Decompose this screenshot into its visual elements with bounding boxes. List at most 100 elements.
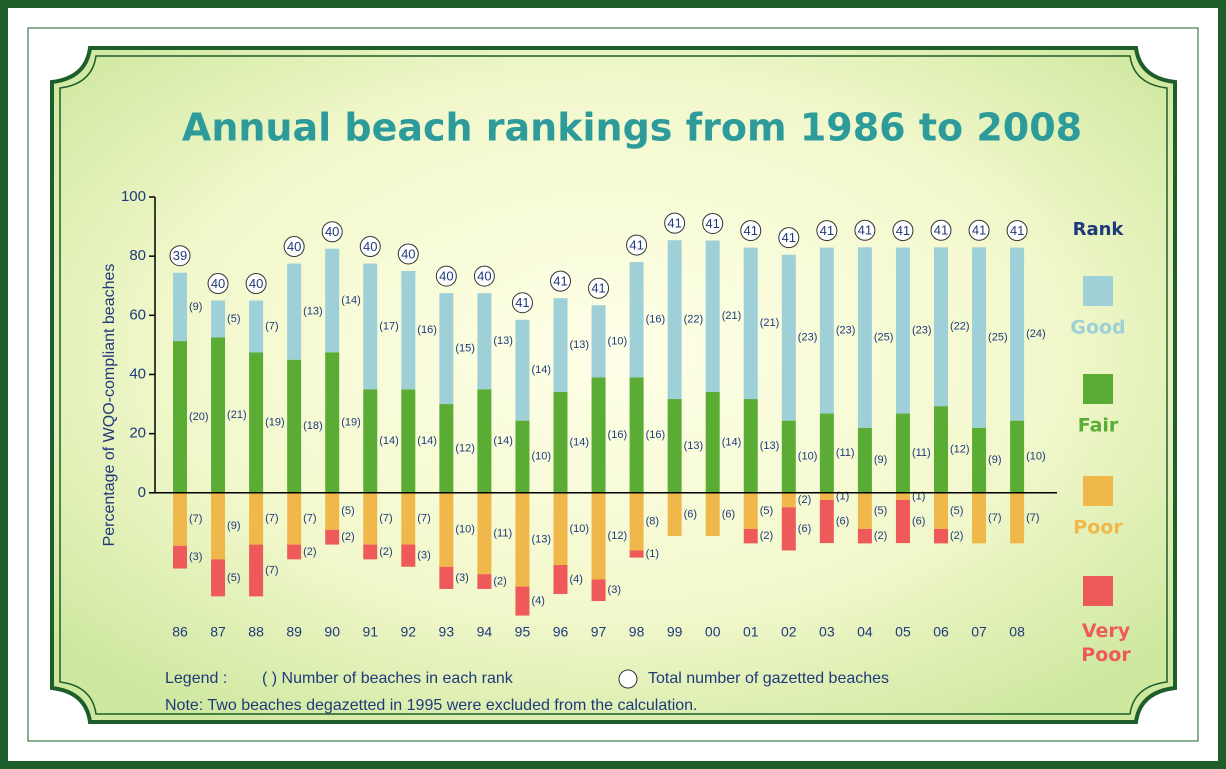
total-label: 41: [896, 223, 910, 238]
bar-segment: [401, 389, 416, 493]
bar-segment: [781, 492, 796, 508]
count-label: (18): [303, 420, 323, 432]
bar-segment: [401, 270, 416, 390]
x-tick-label: 97: [591, 624, 607, 640]
count-label: (5): [341, 505, 354, 517]
bar-segment: [629, 262, 644, 378]
bar-segment: [667, 240, 682, 400]
total-label: 41: [667, 216, 681, 231]
total-circle: [473, 265, 495, 287]
legend-totals: Total number of gazetted beaches: [648, 670, 889, 687]
count-label: (2): [379, 546, 392, 558]
total-circle: [778, 227, 800, 249]
count-label: (23): [798, 332, 818, 344]
total-circle: [892, 220, 914, 242]
count-label: (14): [341, 294, 361, 306]
total-circle: [854, 219, 876, 241]
bar-segment: [743, 528, 758, 544]
count-label: (22): [950, 321, 970, 333]
count-label: (5): [874, 505, 887, 517]
x-tick-label: 05: [895, 624, 911, 640]
count-label: (10): [1026, 451, 1046, 463]
x-tick-label: 87: [210, 624, 226, 640]
count-label: (7): [988, 512, 1001, 524]
bar-segment: [363, 263, 378, 390]
bar-segment: [591, 579, 606, 602]
bar-segment: [553, 298, 568, 392]
bar-segment: [211, 559, 226, 597]
x-tick-label: 00: [705, 624, 721, 640]
bar-segment: [477, 389, 492, 493]
bar-segment: [325, 529, 340, 545]
bar-segment: [591, 377, 606, 493]
x-tick-label: 98: [629, 624, 645, 640]
count-label: (6): [798, 523, 811, 535]
count-label: (15): [455, 343, 475, 355]
bar-segment: [857, 492, 872, 529]
count-label: (6): [684, 508, 697, 520]
count-label: (5): [950, 505, 963, 517]
count-label: (9): [988, 454, 1001, 466]
legend-swatch: [1083, 476, 1113, 506]
total-circle: [435, 265, 457, 287]
x-tick-label: 96: [553, 624, 569, 640]
bar-segment: [743, 492, 758, 529]
legend-counts: ( ) Number of beaches in each rank: [262, 670, 514, 687]
total-circle: [626, 234, 648, 256]
count-label: (7): [265, 513, 278, 525]
count-label: (9): [874, 454, 887, 466]
count-label: (16): [608, 429, 628, 441]
bar-segment: [895, 499, 910, 544]
bar-segment: [439, 492, 454, 567]
bar-segment: [591, 492, 606, 580]
count-label: (2): [341, 531, 354, 543]
count-label: (12): [608, 530, 628, 542]
count-label: (14): [379, 435, 399, 447]
y-axis-label: Percentage of WQO-compliant beaches: [101, 264, 118, 547]
count-label: (14): [417, 435, 437, 447]
count-label: (10): [798, 451, 818, 463]
y-tick-label: 80: [129, 247, 146, 264]
bar-segment: [934, 492, 948, 529]
bar-segment: [363, 492, 378, 545]
total-circle: [207, 273, 229, 295]
total-circle: [664, 212, 686, 234]
total-label: 40: [211, 276, 225, 291]
total-label: 40: [287, 239, 301, 254]
x-tick-label: 01: [743, 624, 759, 640]
total-circle: [702, 212, 724, 234]
x-tick-label: 90: [324, 624, 340, 640]
count-label: (20): [189, 411, 209, 423]
x-tick-label: 07: [971, 624, 987, 640]
count-label: (10): [531, 451, 551, 463]
count-label: (9): [227, 520, 240, 532]
bar-segment: [249, 544, 264, 597]
count-label: (14): [493, 435, 513, 447]
total-label: 39: [173, 248, 187, 263]
bar-segment: [515, 492, 530, 587]
count-label: (21): [722, 310, 742, 322]
y-tick-label: 60: [129, 306, 146, 323]
bar-segment: [287, 492, 302, 545]
bar-segment: [211, 337, 226, 493]
bar-segment: [857, 427, 872, 493]
count-label: (7): [265, 320, 278, 332]
bar-segment: [629, 550, 644, 558]
count-label: (13): [760, 440, 780, 452]
bar-segment: [211, 492, 226, 560]
count-label: (5): [227, 572, 240, 584]
total-circle: [968, 219, 990, 241]
legend-swatch: [1083, 276, 1113, 306]
count-label: (16): [646, 314, 666, 326]
bar-segment: [287, 544, 302, 560]
count-label: (2): [950, 530, 963, 542]
count-label: (23): [836, 324, 856, 336]
x-tick-label: 89: [286, 624, 302, 640]
count-label: (11): [493, 527, 512, 539]
count-label: (6): [722, 508, 735, 520]
bar-segment: [363, 544, 378, 560]
count-label: (12): [455, 442, 475, 454]
count-label: (6): [912, 515, 925, 527]
count-label: (10): [570, 523, 590, 535]
count-label: (7): [189, 513, 202, 525]
